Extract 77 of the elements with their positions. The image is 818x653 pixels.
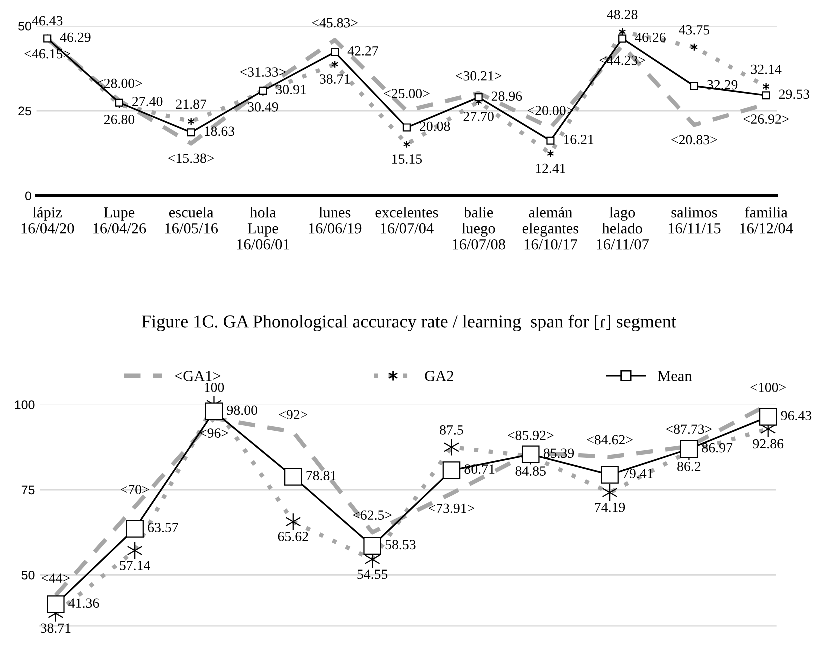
data-label: 86.97 bbox=[702, 443, 733, 453]
data-label: 28.96 bbox=[492, 92, 522, 102]
data-label: 20.08 bbox=[420, 122, 450, 132]
data-label: <85.92> bbox=[508, 430, 554, 440]
data-label: <73.91> bbox=[428, 504, 475, 514]
data-label: <45.83> bbox=[312, 18, 358, 28]
legend-label: GA2 bbox=[425, 371, 454, 382]
data-label: 84.85 bbox=[516, 466, 546, 476]
data-label: 63.57 bbox=[148, 523, 178, 532]
data-label: 12.41 bbox=[536, 164, 566, 174]
x-tick-label: excelentes 16/07/04 bbox=[376, 207, 438, 234]
data-label: 87.5 bbox=[440, 426, 464, 435]
data-label: <15.38> bbox=[168, 154, 214, 164]
x-tick-label: Lupe 16/04/26 bbox=[94, 208, 146, 234]
data-label: <96> bbox=[200, 428, 228, 438]
data-label: <31.33> bbox=[240, 68, 286, 78]
x-tick-label: alemán elegantes 16/10/17 bbox=[522, 206, 579, 250]
data-label: 48.28 bbox=[607, 10, 638, 20]
data-label: <26.92> bbox=[744, 114, 790, 124]
y-tick-label: 50 bbox=[22, 570, 35, 580]
data-label: <30.21> bbox=[456, 71, 502, 81]
data-label: <44> bbox=[42, 574, 70, 583]
data-label: 42.27 bbox=[348, 46, 378, 56]
data-label: 92.86 bbox=[753, 439, 784, 449]
data-label: 30.49 bbox=[248, 102, 278, 112]
x-tick-label: salimos 16/11/15 bbox=[668, 207, 721, 234]
data-label: 38.71 bbox=[40, 624, 71, 634]
x-tick-label: familia 16/12/04 bbox=[740, 206, 794, 234]
data-label: 96.43 bbox=[781, 411, 812, 421]
data-label: 85.39 bbox=[544, 448, 574, 458]
data-label: <62.5> bbox=[353, 510, 392, 520]
data-label: 18.63 bbox=[205, 126, 235, 136]
data-label: 58.53 bbox=[386, 540, 416, 550]
data-label: 46.43 bbox=[32, 16, 63, 26]
data-label: 78.81 bbox=[306, 471, 336, 481]
data-label: 15.15 bbox=[392, 154, 422, 164]
data-label: 74.19 bbox=[595, 502, 626, 512]
data-label: 27.40 bbox=[132, 96, 163, 106]
data-label: <84.62> bbox=[587, 435, 633, 445]
x-tick-label: escuela 16/05/16 bbox=[166, 207, 218, 234]
data-label: <70> bbox=[120, 485, 150, 494]
data-label: <92> bbox=[279, 410, 308, 420]
data-label: <87.73> bbox=[666, 424, 712, 434]
legend-label: <GA1> bbox=[175, 371, 221, 382]
data-label: 41.36 bbox=[68, 598, 100, 608]
data-label: 54.55 bbox=[358, 570, 388, 580]
data-label: 98.00 bbox=[227, 406, 258, 416]
data-label: 29.53 bbox=[779, 90, 810, 100]
data-label: 32.14 bbox=[751, 64, 782, 74]
y-tick-label: 0 bbox=[25, 192, 32, 201]
data-label: 43.75 bbox=[679, 25, 710, 35]
x-tick-label: lunes 16/06/19 bbox=[309, 207, 362, 234]
data-label: 100 bbox=[205, 382, 224, 392]
data-label: <100> bbox=[750, 382, 786, 392]
x-tick-label: lápiz 16/04/20 bbox=[22, 207, 74, 234]
legend-label: Mean bbox=[658, 371, 692, 382]
data-label: 30.91 bbox=[276, 85, 306, 94]
x-tick-label: hola Lupe 16/06/01 bbox=[237, 207, 290, 250]
data-label: 65.62 bbox=[278, 532, 308, 542]
data-label: <20.83> bbox=[672, 135, 718, 145]
data-label: 57.14 bbox=[120, 561, 150, 570]
data-label: 46.29 bbox=[60, 32, 91, 42]
x-tick-label: balie luego 16/07/08 bbox=[453, 207, 506, 250]
data-label: <25.00> bbox=[384, 89, 430, 99]
chart-title: Figure 1C. GA Phonological accuracy rate / learning span for [ɾ] segment bbox=[142, 314, 676, 332]
data-label: 16.21 bbox=[564, 135, 594, 144]
y-tick-label: 75 bbox=[22, 486, 35, 495]
data-label: 46.26 bbox=[635, 32, 666, 42]
data-label: 86.2 bbox=[678, 462, 701, 472]
data-label: 27.70 bbox=[464, 112, 494, 122]
y-tick-label: 50 bbox=[18, 22, 32, 31]
data-label: 21.87 bbox=[176, 100, 207, 110]
x-tick-label: lago helado 16/11/07 bbox=[597, 207, 650, 250]
y-tick-label: 25 bbox=[18, 106, 32, 116]
data-label: 26.80 bbox=[104, 115, 135, 124]
y-tick-label: 100 bbox=[15, 400, 35, 410]
data-label: 38.71 bbox=[320, 74, 350, 84]
